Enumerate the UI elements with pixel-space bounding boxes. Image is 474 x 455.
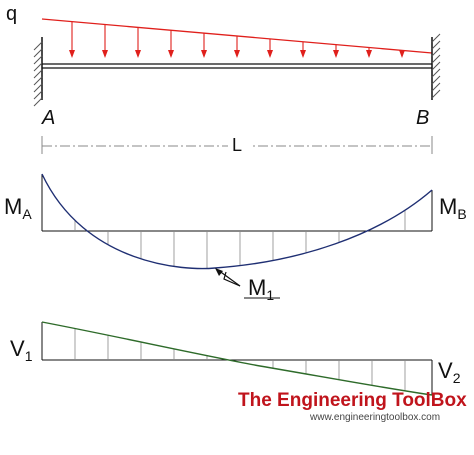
hatch-line — [431, 33, 441, 43]
moment-curve — [41, 173, 433, 270]
brand-name: The Engineering ToolBox — [238, 390, 467, 411]
moment-pointer — [223, 271, 241, 287]
hatch-line — [431, 68, 441, 78]
hatch-line — [33, 62, 43, 72]
load-label: q — [6, 3, 17, 25]
load-arrowhead-icon — [135, 50, 141, 58]
load-diagram: q — [6, 3, 433, 58]
hatch-line — [431, 61, 441, 71]
brand-url: www.engineeringtoolbox.com — [309, 412, 440, 423]
left-support — [33, 37, 43, 107]
hatch-line — [33, 55, 43, 65]
load-arrowhead-icon — [300, 50, 306, 58]
moment-mid-label: M1 — [248, 275, 274, 303]
span-label: L — [232, 135, 242, 155]
load-arrowhead-icon — [333, 50, 339, 58]
hatch-line — [431, 54, 441, 64]
hatch-line — [431, 82, 441, 92]
hatch-line — [33, 83, 43, 93]
load-arrowhead-icon — [267, 50, 273, 58]
shear-hatch — [74, 328, 406, 391]
moment-pointer-head — [215, 268, 223, 276]
load-arrowhead-icon — [69, 50, 75, 58]
support-label-a: A — [41, 107, 55, 129]
hatch-line — [431, 89, 441, 99]
brand-watermark: The Engineering ToolBox www.engineeringt… — [238, 390, 467, 423]
load-arrowhead-icon — [102, 50, 108, 58]
hatch-line — [33, 76, 43, 86]
beam — [42, 63, 432, 69]
load-arrows — [69, 21, 405, 58]
hatch-line — [431, 75, 441, 85]
load-arrowhead-icon — [399, 50, 405, 58]
load-arrowhead-icon — [366, 50, 372, 58]
support-label-b: B — [416, 107, 429, 129]
hatch-line — [33, 90, 43, 100]
fixed-support-hatch-icon — [33, 41, 43, 107]
shear-right-label: V2 — [438, 358, 461, 386]
load-arrowhead-icon — [168, 50, 174, 58]
load-arrowhead-icon — [201, 50, 207, 58]
hatch-line — [33, 97, 43, 107]
moment-diagram: MA MB M1 — [4, 173, 467, 303]
hatch-line — [33, 69, 43, 79]
span-dimension: L — [41, 134, 433, 155]
shear-diagram: V1 V2 — [10, 321, 461, 396]
hatch-line — [33, 41, 43, 51]
hatch-line — [431, 40, 441, 50]
shear-left-label: V1 — [10, 336, 33, 364]
load-arrowhead-icon — [234, 50, 240, 58]
moment-right-label: MB — [439, 194, 467, 222]
shear-curve — [41, 321, 433, 396]
right-support — [431, 33, 441, 100]
moment-left-label: MA — [4, 194, 32, 222]
moment-hatch — [74, 210, 406, 269]
fixed-support-hatch-icon — [431, 33, 441, 99]
hatch-line — [431, 47, 441, 57]
hatch-line — [33, 48, 43, 58]
